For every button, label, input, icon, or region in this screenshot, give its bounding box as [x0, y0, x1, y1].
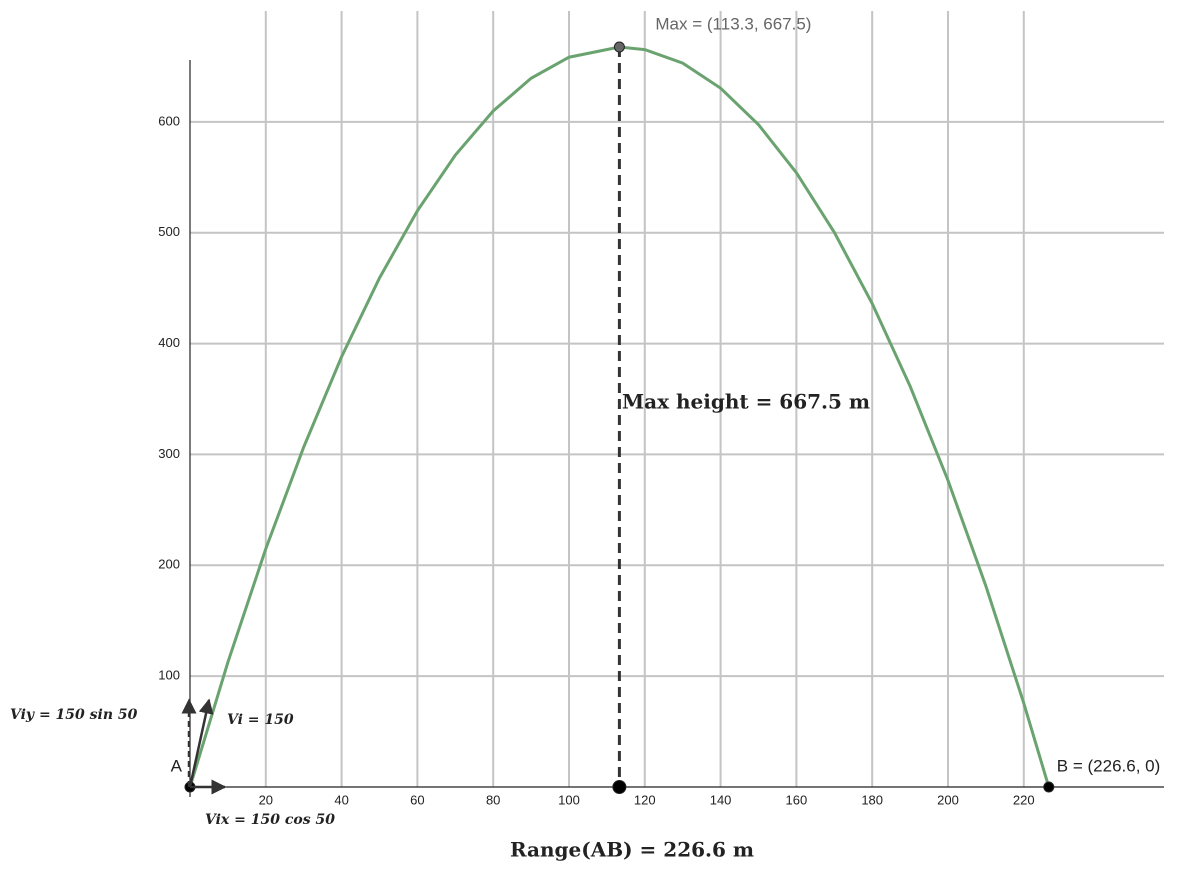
point: [613, 41, 625, 53]
x-tick-label: 140: [710, 792, 732, 807]
vi-label: Vi = 150: [227, 712, 294, 728]
plot: A B = (226.6, 0) Max = (113.3, 667.5): [171, 15, 1160, 794]
x-tick-label: 60: [410, 792, 424, 807]
x-tick-label: 180: [861, 792, 883, 807]
x-tick-label: 80: [486, 792, 500, 807]
trajectory: [188, 45, 1051, 788]
x-tick-label: 200: [937, 792, 959, 807]
x-tick-label: 100: [558, 792, 580, 807]
point: [1043, 781, 1055, 793]
x-tick-label: 160: [786, 792, 808, 807]
y-tick-label: 200: [158, 557, 180, 572]
y-tick-label: 600: [158, 113, 180, 128]
y-tick-label: 400: [158, 335, 180, 350]
point-label: B = (226.6, 0): [1057, 756, 1160, 775]
velocity-vector: [188, 698, 214, 788]
point-label: Max = (113.3, 667.5): [655, 15, 811, 34]
y-tick-label: 500: [158, 224, 180, 239]
point-label: A: [171, 756, 183, 775]
grid: 20 40 60 80 100 120 140 160 180 200 220 100 200 300 40…: [158, 11, 1164, 807]
x-tick-label: 120: [634, 792, 656, 807]
max-height-label: Max height = 667.5 m: [622, 390, 870, 414]
y-tick-label: 100: [158, 668, 180, 683]
x-tick-label: 40: [334, 792, 348, 807]
vix-label: Vix = 150 cos 50: [205, 812, 335, 828]
range-label: Range(AB) = 226.6 m: [510, 838, 754, 862]
x-tick-label: 220: [1013, 792, 1035, 807]
viy-label: Viy = 150 sin 50: [10, 707, 138, 723]
point: [612, 780, 627, 794]
x-tick-label: 20: [259, 792, 273, 807]
y-tick-label: 300: [158, 446, 180, 461]
